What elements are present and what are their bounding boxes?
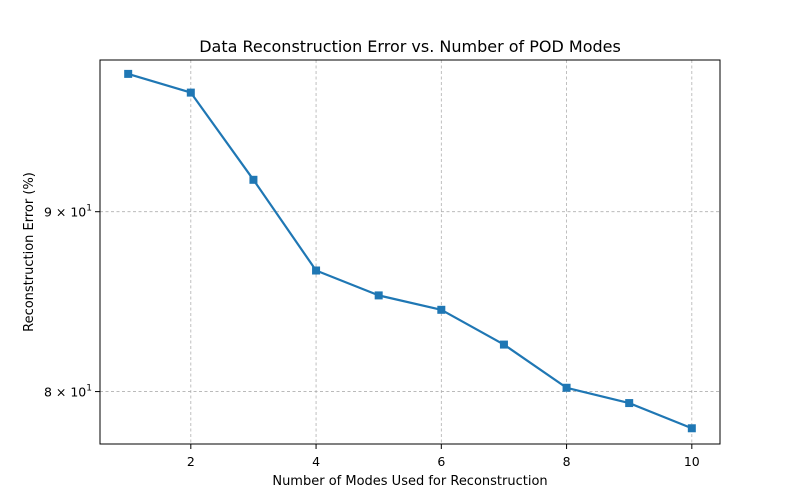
series-layer: [124, 69, 696, 433]
data-point-marker: [374, 291, 383, 300]
data-point-marker: [312, 266, 321, 275]
y-axis-label: Reconstruction Error (%): [22, 172, 37, 332]
x-tick-label: 4: [312, 454, 320, 469]
x-tick-label: 2: [187, 454, 195, 469]
axis-ticks: 2 4 6 8 10 8 × 101 9 × 101: [44, 204, 700, 469]
chart-title: Data Reconstruction Error vs. Number of …: [199, 37, 621, 56]
y-tick-label: 8 × 101: [44, 384, 92, 400]
series-line: [127, 72, 693, 430]
data-point-marker: [687, 424, 696, 433]
data-point-marker: [124, 69, 133, 78]
plot-frame: [99, 59, 721, 445]
x-axis-label: Number of Modes Used for Reconstruction: [272, 474, 547, 489]
x-tick-label: 10: [684, 454, 700, 469]
data-point-marker: [562, 383, 571, 392]
x-tick-label: 6: [437, 454, 445, 469]
x-tick-label: 8: [563, 454, 571, 469]
data-point-marker: [499, 340, 508, 349]
data-point-marker: [186, 88, 195, 97]
y-tick-label: 9 × 101: [44, 204, 92, 220]
data-point-marker: [437, 305, 446, 314]
grid-lines: [100, 60, 720, 444]
data-point-marker: [625, 399, 634, 408]
data-point-marker: [249, 175, 258, 184]
